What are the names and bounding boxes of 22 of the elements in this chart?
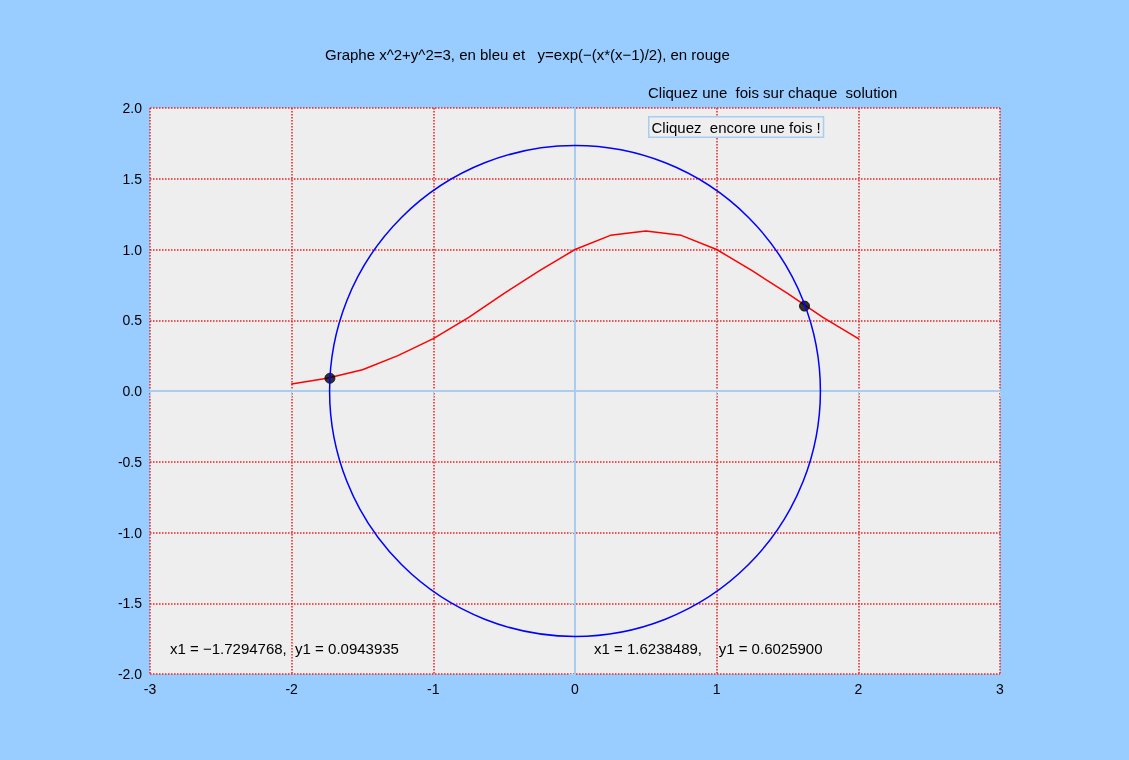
y-tick-label: -2.0 xyxy=(117,666,143,682)
y-tick-label: 0.0 xyxy=(122,383,143,399)
y-tick-label: 2.0 xyxy=(122,100,143,116)
annotation: x1 = 1.6238489, y1 = 0.6025900 xyxy=(594,640,823,657)
x-tick-label: 2 xyxy=(854,681,863,697)
x-tick-label: -3 xyxy=(143,681,157,697)
chart-title: Graphe x^2+y^2=3, en bleu et y=exp(−(x*(x−1)/2), en rouge xyxy=(325,46,730,63)
x-tick-label: -1 xyxy=(427,681,440,697)
annotation: Cliquez encore une fois ! xyxy=(651,118,821,136)
y-tick-label: 0.5 xyxy=(122,312,143,329)
annotation: x1 = −1.7294768, y1 = 0.0943935 xyxy=(170,640,399,657)
y-tick-label: -1.5 xyxy=(117,595,143,612)
x-tick-label: -2 xyxy=(285,681,299,697)
x-tick-label: 1 xyxy=(712,681,721,697)
text: Cliquez une fois sur chaque solution xyxy=(648,84,898,101)
y-tick-label: 1.0 xyxy=(122,241,143,258)
y-tick-label: -1.0 xyxy=(117,524,143,541)
y-tick-label: 1.5 xyxy=(122,170,143,187)
line-series xyxy=(290,230,860,385)
x-tick-label: 3 xyxy=(996,681,1005,697)
y-tick-label: -0.5 xyxy=(117,453,143,470)
x-tick-label: 0 xyxy=(571,681,580,697)
